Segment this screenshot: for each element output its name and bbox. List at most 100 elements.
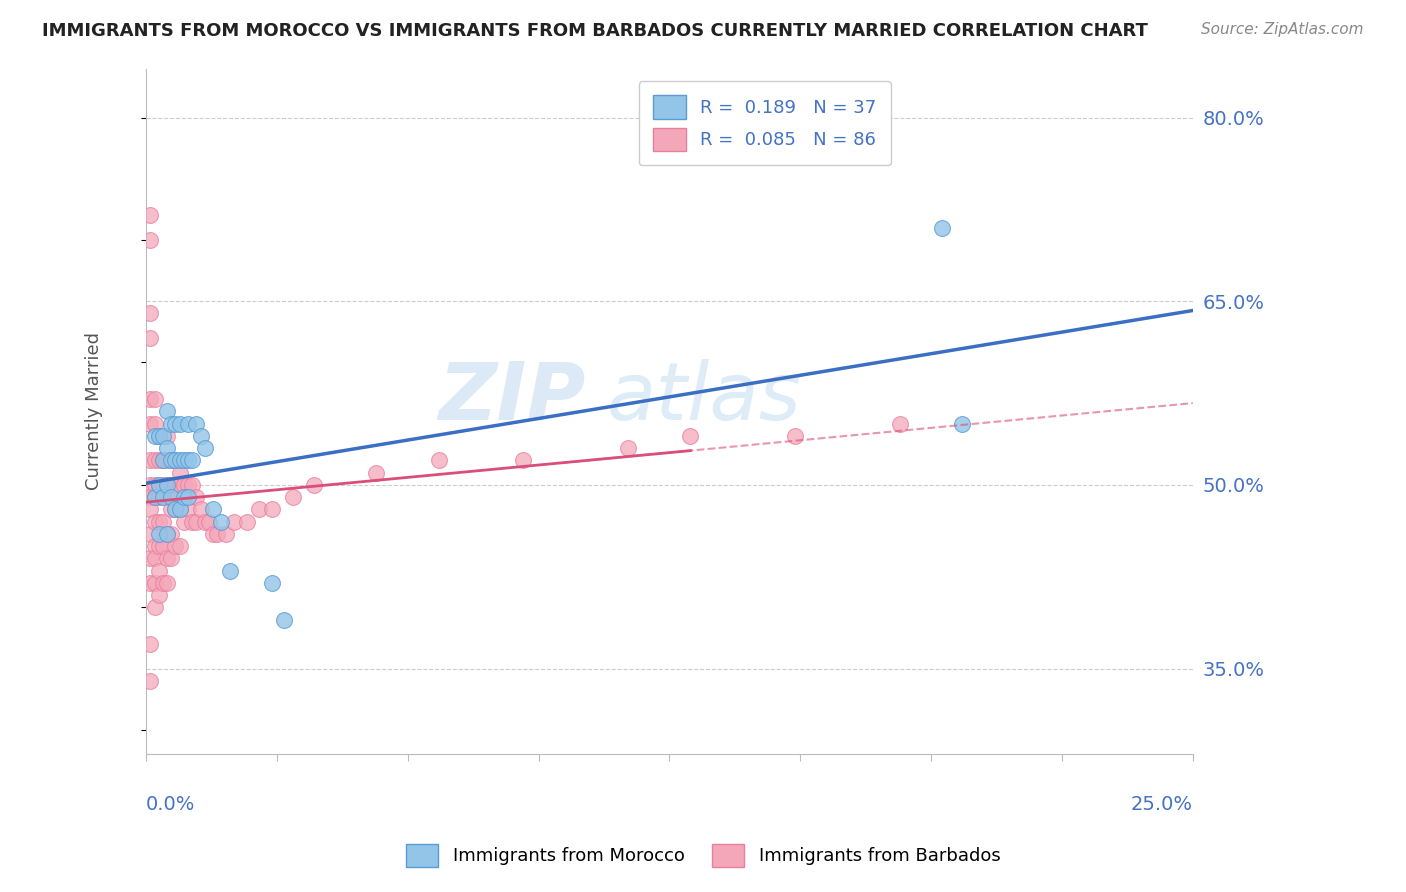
Point: [160, 417, 183, 431]
Point: [143, 490, 166, 504]
Point: [156, 404, 179, 418]
Point: [165, 478, 187, 492]
Point: [139, 575, 162, 590]
Point: [952, 417, 974, 431]
Point: [165, 453, 187, 467]
Point: [156, 478, 179, 492]
Point: [143, 417, 166, 431]
Point: [148, 478, 170, 492]
Point: [281, 490, 304, 504]
Point: [143, 539, 166, 553]
Point: [194, 441, 217, 455]
Point: [156, 429, 179, 443]
Point: [152, 539, 174, 553]
Point: [152, 478, 174, 492]
Point: [156, 527, 179, 541]
Point: [165, 502, 187, 516]
Point: [148, 478, 170, 492]
Legend: R =  0.189   N = 37, R =  0.085   N = 86: R = 0.189 N = 37, R = 0.085 N = 86: [638, 81, 890, 165]
Point: [218, 564, 240, 578]
Point: [148, 515, 170, 529]
Text: Source: ZipAtlas.com: Source: ZipAtlas.com: [1201, 22, 1364, 37]
Point: [186, 417, 208, 431]
Point: [169, 417, 191, 431]
Point: [139, 331, 162, 345]
Point: [169, 502, 191, 516]
Point: [156, 490, 179, 504]
Point: [190, 502, 212, 516]
Point: [165, 539, 187, 553]
Point: [177, 478, 200, 492]
Point: [139, 490, 162, 504]
Point: [156, 527, 179, 541]
Y-axis label: Currently Married: Currently Married: [86, 333, 103, 491]
Point: [139, 233, 162, 247]
Point: [160, 527, 183, 541]
Text: ZIP: ZIP: [439, 359, 586, 437]
Point: [160, 490, 183, 504]
Point: [165, 502, 187, 516]
Point: [148, 539, 170, 553]
Point: [152, 453, 174, 467]
Point: [679, 429, 702, 443]
Point: [165, 417, 187, 431]
Point: [139, 502, 162, 516]
Point: [152, 429, 174, 443]
Point: [273, 613, 295, 627]
Legend: Immigrants from Morocco, Immigrants from Barbados: Immigrants from Morocco, Immigrants from…: [398, 837, 1008, 874]
Point: [143, 515, 166, 529]
Point: [173, 478, 195, 492]
Text: atlas: atlas: [606, 359, 801, 437]
Point: [177, 453, 200, 467]
Point: [160, 551, 183, 566]
Point: [139, 637, 162, 651]
Point: [173, 490, 195, 504]
Text: 25.0%: 25.0%: [1130, 796, 1192, 814]
Point: [169, 502, 191, 516]
Point: [143, 490, 166, 504]
Point: [143, 551, 166, 566]
Point: [156, 453, 179, 467]
Point: [148, 453, 170, 467]
Point: [194, 515, 217, 529]
Point: [139, 417, 162, 431]
Point: [177, 490, 200, 504]
Point: [190, 429, 212, 443]
Point: [211, 515, 233, 529]
Point: [139, 392, 162, 407]
Point: [366, 466, 388, 480]
Point: [177, 417, 200, 431]
Point: [139, 673, 162, 688]
Point: [215, 527, 238, 541]
Point: [260, 502, 283, 516]
Point: [148, 429, 170, 443]
Point: [139, 478, 162, 492]
Point: [160, 453, 183, 467]
Point: [143, 478, 166, 492]
Text: 0.0%: 0.0%: [146, 796, 195, 814]
Point: [156, 575, 179, 590]
Point: [235, 515, 257, 529]
Point: [186, 490, 208, 504]
Text: IMMIGRANTS FROM MOROCCO VS IMMIGRANTS FROM BARBADOS CURRENTLY MARRIED CORRELATIO: IMMIGRANTS FROM MOROCCO VS IMMIGRANTS FR…: [42, 22, 1149, 40]
Point: [512, 453, 534, 467]
Point: [169, 539, 191, 553]
Point: [160, 478, 183, 492]
Point: [186, 515, 208, 529]
Point: [139, 306, 162, 320]
Point: [202, 502, 225, 516]
Point: [165, 453, 187, 467]
Point: [156, 478, 179, 492]
Point: [181, 453, 204, 467]
Point: [152, 490, 174, 504]
Point: [152, 490, 174, 504]
Point: [247, 502, 270, 516]
Point: [143, 453, 166, 467]
Point: [148, 490, 170, 504]
Point: [139, 527, 162, 541]
Point: [139, 551, 162, 566]
Point: [931, 220, 953, 235]
Point: [152, 515, 174, 529]
Point: [148, 429, 170, 443]
Point: [139, 453, 162, 467]
